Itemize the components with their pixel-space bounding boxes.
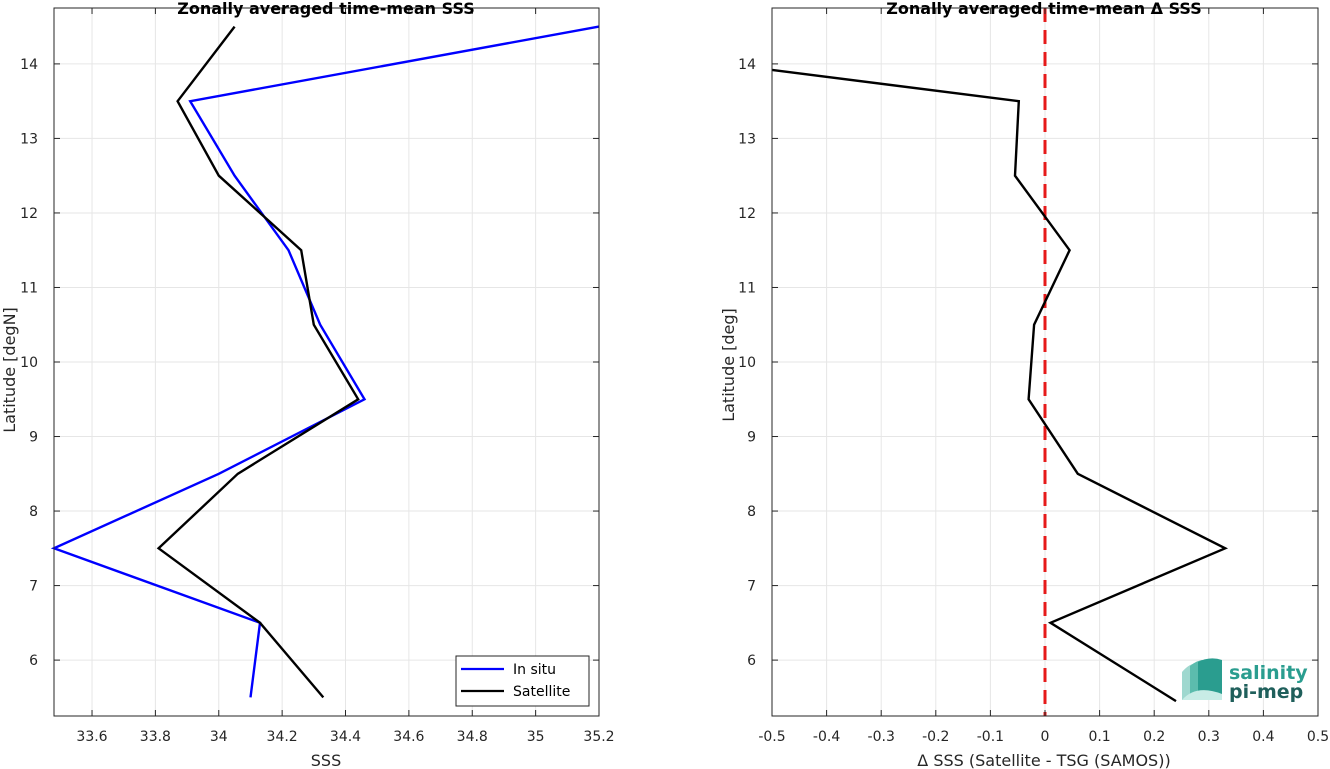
y-tick-label: 13 <box>20 131 38 147</box>
x-tick-label: 34.2 <box>267 729 298 745</box>
y-tick-label: 14 <box>738 57 756 73</box>
x-tick-label: 35 <box>527 729 545 745</box>
delta-chart-title: Zonally averaged time-mean Δ SSS <box>886 0 1202 18</box>
x-tick-label: 0.5 <box>1307 729 1329 745</box>
x-tick-label: -0.5 <box>758 729 785 745</box>
y-tick-label: 10 <box>20 355 38 371</box>
x-tick-label: -0.2 <box>922 729 949 745</box>
y-tick-label: 13 <box>738 131 756 147</box>
x-tick-label: -0.1 <box>977 729 1004 745</box>
series-line-delta-sss <box>771 68 1229 703</box>
delta-ticks: -0.5 -0.4 -0.3 -0.2 -0.1 0 0.1 0.2 0.3 0.4 0.5 6 7 8 9… <box>738 8 1329 745</box>
sss-grid <box>54 8 600 716</box>
x-tick-label: 34 <box>210 729 228 745</box>
x-tick-label: 0.3 <box>1198 729 1220 745</box>
x-tick-label: 34.8 <box>457 729 488 745</box>
x-tick-label: 0.2 <box>1143 729 1165 745</box>
y-tick-label: 8 <box>747 504 756 520</box>
x-tick-label: 34.6 <box>393 729 424 745</box>
sss-y-axis-label: Latitude [degN] <box>0 307 19 433</box>
y-tick-label: 6 <box>747 653 756 669</box>
y-tick-label: 9 <box>29 430 38 446</box>
x-tick-label: 0.4 <box>1252 729 1274 745</box>
sss-chart-title: Zonally averaged time-mean SSS <box>177 0 475 18</box>
y-tick-label: 12 <box>20 206 38 222</box>
y-tick-label: 6 <box>29 653 38 669</box>
delta-series <box>771 68 1229 703</box>
x-tick-label: 0.1 <box>1088 729 1110 745</box>
y-tick-label: 10 <box>738 355 756 371</box>
y-tick-label: 7 <box>747 579 756 595</box>
x-tick-label: 35.2 <box>583 729 614 745</box>
x-tick-label: -0.3 <box>868 729 895 745</box>
sss-series <box>50 25 600 699</box>
delta-x-axis-label: Δ SSS (Satellite - TSG (SAMOS)) <box>917 751 1170 769</box>
legend-label-in-situ: In situ <box>513 662 556 678</box>
y-tick-label: 7 <box>29 579 38 595</box>
sss-ticks: 33.6 33.8 34 34.2 34.4 34.6 34.8 35 35.2 6 7 8 9 10 11… <box>20 8 615 745</box>
x-tick-label: 0 <box>1041 729 1050 745</box>
y-tick-label: 11 <box>20 280 38 296</box>
y-tick-label: 8 <box>29 504 38 520</box>
series-line-satellite <box>156 25 360 699</box>
sss-x-axis-label: SSS <box>311 751 341 769</box>
series-line-in-situ <box>50 25 600 698</box>
delta-sss-chart: -0.5 -0.4 -0.3 -0.2 -0.1 0 0.1 0.2 0.3 0.4 0.5 6 7 8 9… <box>719 0 1329 769</box>
legend: In situ Satellite <box>455 655 590 707</box>
x-tick-label: 34.4 <box>330 729 361 745</box>
legend-label-satellite: Satellite <box>513 684 570 700</box>
y-tick-label: 11 <box>738 280 756 296</box>
y-tick-label: 14 <box>20 57 38 73</box>
logo-text-salinity: salinity <box>1229 662 1308 684</box>
x-tick-label: -0.4 <box>813 729 840 745</box>
delta-y-axis-label: Latitude [deg] <box>719 308 738 422</box>
legend-box <box>455 655 590 707</box>
y-tick-label: 9 <box>747 430 756 446</box>
x-tick-label: 33.8 <box>140 729 171 745</box>
logo-text-pi-mep: pi-mep <box>1229 681 1303 703</box>
sss-chart: 33.6 33.8 34 34.2 34.4 34.6 34.8 35 35.2 6 7 8 9 10 11… <box>0 0 615 769</box>
y-tick-label: 12 <box>738 206 756 222</box>
logo-wave-icon <box>1182 658 1222 700</box>
x-tick-label: 33.6 <box>76 729 107 745</box>
salinity-pi-mep-logo: salinity pi-mep <box>1182 658 1308 703</box>
